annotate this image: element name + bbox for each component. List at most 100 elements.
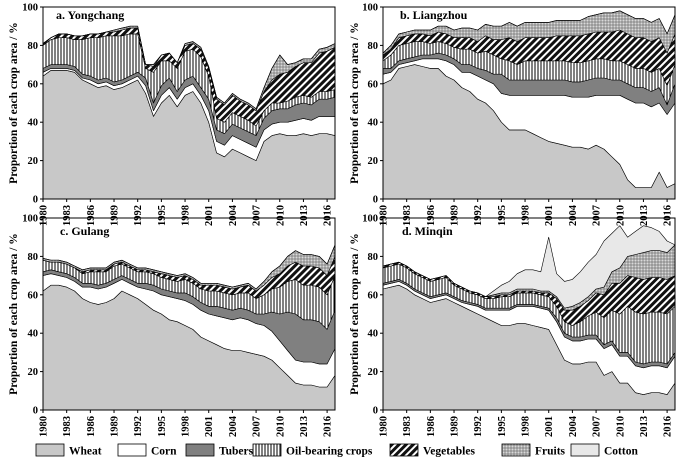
- panel-c-ylabel: Proportion of each crop area / %: [8, 233, 20, 395]
- legend: Wheat Corn Tubers Oil-bearing crops Vegetabl…: [35, 443, 638, 458]
- panel-a-xticks: 1980 1983 1986 1989 1992 1995 1998 2001 2004 2007…: [39, 199, 334, 226]
- panel-d-ytick-label: 60: [368, 290, 379, 301]
- panel-d-ytick-label: 40: [368, 329, 379, 340]
- panel-b-ytick-label: 40: [368, 118, 379, 129]
- panel-a-xtick-label: 1980: [39, 205, 50, 226]
- panel-d-xtick-label: 2007: [592, 416, 603, 437]
- legend-label-tubers: Tubers: [219, 446, 254, 458]
- panel-c-ytick-label: 40: [28, 329, 39, 340]
- panel-b-plot: [382, 10, 676, 200]
- panel-c-yticks: 0 20 40 60 80 100: [22, 214, 43, 417]
- panel-b-ylabel: Proportion of each crop area / %: [349, 22, 361, 184]
- panel-d-title: d. Minqin: [402, 224, 453, 238]
- legend-label-cotton: Cotton: [604, 446, 638, 458]
- panel-d-yticks: 0 20 40 60 80 100: [362, 214, 383, 417]
- panel-a-ytick-label: 20: [28, 156, 39, 167]
- panel-a: a. Yongchang Proportion of each crop are…: [8, 3, 336, 226]
- legend-swatch-oil-bearing-crops: [252, 443, 282, 457]
- panel-a-xtick-label: 1986: [86, 205, 97, 226]
- panel-d-xtick-label: 2013: [639, 416, 650, 437]
- panel-a-xtick-label: 1983: [62, 205, 73, 226]
- panel-d-ytick-label: 20: [368, 367, 379, 378]
- panel-c: c. Gulang Proportion of each crop area /…: [8, 214, 336, 437]
- panel-c-xtick-label: 1992: [133, 416, 144, 437]
- panel-d-ytick-label: 0: [373, 406, 378, 417]
- panel-a-ytick-label: 80: [28, 41, 39, 52]
- panel-a-ylabel: Proportion of each crop area / %: [8, 22, 20, 184]
- panel-d-xtick-label: 1995: [497, 416, 508, 437]
- panel-a-xtick-label: 1992: [133, 205, 144, 226]
- panel-c-xtick-label: 2001: [204, 416, 215, 437]
- panel-a-ytick-label: 60: [28, 79, 39, 90]
- panel-c-xtick-label: 1983: [62, 416, 73, 437]
- panel-c-ytick-label: 0: [33, 406, 38, 417]
- panel-c-xtick-label: 2010: [275, 416, 286, 437]
- panel-d-xtick-label: 1980: [379, 416, 390, 437]
- panel-d-xtick-label: 1992: [473, 416, 484, 437]
- legend-label-fruits: Fruits: [535, 446, 566, 458]
- panel-c-xtick-label: 1980: [39, 416, 50, 437]
- panel-c-ytick-label: 20: [28, 367, 39, 378]
- panel-b-yticks: 0 20 40 60 80 100: [362, 3, 383, 206]
- panel-a-ytick-label: 0: [33, 195, 38, 206]
- panel-d-xtick-label: 1989: [450, 416, 461, 437]
- panel-a-xtick-label: 2004: [228, 204, 239, 226]
- panel-b: b. Liangzhou Proportion of each crop are…: [349, 3, 676, 226]
- panel-c-frame: [42, 217, 336, 411]
- panel-d-xtick-label: 2001: [544, 416, 555, 437]
- panel-b-xtick-label: 2013: [639, 205, 650, 226]
- panel-a-ytick-label: 40: [28, 118, 39, 129]
- panel-b-ytick-label: 60: [368, 79, 379, 90]
- panel-b-xtick-label: 1986: [426, 205, 437, 226]
- panel-a-xtick-label: 2007: [252, 205, 263, 226]
- legend-swatch-vegetables: [389, 443, 419, 457]
- panel-d-xtick-label: 2004: [568, 415, 579, 437]
- panel-b-xtick-label: 1998: [521, 205, 532, 226]
- panel-b-ytick-label: 100: [362, 3, 378, 14]
- panel-d-xticks: 1980 1983 1986 1989 1992 1995 1998 2001 2004 2007…: [379, 410, 674, 437]
- panel-a-frame: [42, 6, 336, 200]
- panel-b-xtick-label: 2004: [568, 204, 579, 226]
- legend-label-corn: Corn: [151, 446, 177, 458]
- panel-c-xtick-label: 2007: [252, 416, 263, 437]
- panel-a-title: a. Yongchang: [56, 8, 124, 22]
- panel-c-ytick-label: 80: [28, 252, 39, 263]
- panel-c-xtick-label: 1998: [181, 416, 192, 437]
- legend-swatch-wheat: [35, 443, 65, 457]
- panel-a-xtick-label: 1995: [157, 205, 168, 226]
- panel-b-xtick-label: 1983: [402, 205, 413, 226]
- panel-b-ytick-label: 20: [368, 156, 379, 167]
- panel-c-ytick-label: 60: [28, 290, 39, 301]
- panel-c-xtick-label: 1989: [110, 416, 121, 437]
- panel-d-xtick-label: 1998: [521, 416, 532, 437]
- panel-b-xtick-label: 1980: [379, 205, 390, 226]
- panel-d: d. Minqin Proportion of each crop area /…: [349, 214, 676, 437]
- panel-d-xtick-label: 2010: [615, 416, 626, 437]
- panel-c-xtick-label: 2013: [299, 416, 310, 437]
- panel-b-xtick-label: 1992: [473, 205, 484, 226]
- panel-a-xtick-label: 1998: [181, 205, 192, 226]
- panel-c-xtick-label: 2016: [323, 416, 334, 437]
- panel-d-plot: [382, 225, 676, 411]
- panel-b-xticks: 1980 1983 1986 1989 1992 1995 1998 2001 2004 2007…: [379, 199, 674, 226]
- panel-a-xtick-label: 2013: [299, 205, 310, 226]
- panel-b-ytick-label: 0: [373, 195, 378, 206]
- panel-a-xtick-label: 2001: [204, 205, 215, 226]
- legend-swatch-cotton: [570, 443, 600, 457]
- panel-d-ytick-label: 80: [368, 252, 379, 263]
- panel-c-xtick-label: 1986: [86, 416, 97, 437]
- panel-b-title: b. Liangzhou: [400, 8, 468, 22]
- panel-b-ytick-label: 80: [368, 41, 379, 52]
- panel-a-yticks: 0 20 40 60 80 100: [22, 3, 43, 206]
- panel-d-ytick-label: 100: [362, 214, 378, 225]
- panel-c-plot: [42, 244, 336, 411]
- panel-d-ylabel: Proportion of each crop area / %: [349, 233, 361, 395]
- panel-c-xtick-label: 1995: [157, 416, 168, 437]
- panel-d-frame: [382, 217, 676, 411]
- legend-swatch-fruits: [501, 443, 531, 457]
- legend-label-oil-bearing-crops: Oil-bearing crops: [286, 446, 373, 458]
- panel-a-plot: [42, 25, 336, 200]
- panel-c-title: c. Gulang: [60, 224, 109, 238]
- legend-label-wheat: Wheat: [69, 446, 102, 458]
